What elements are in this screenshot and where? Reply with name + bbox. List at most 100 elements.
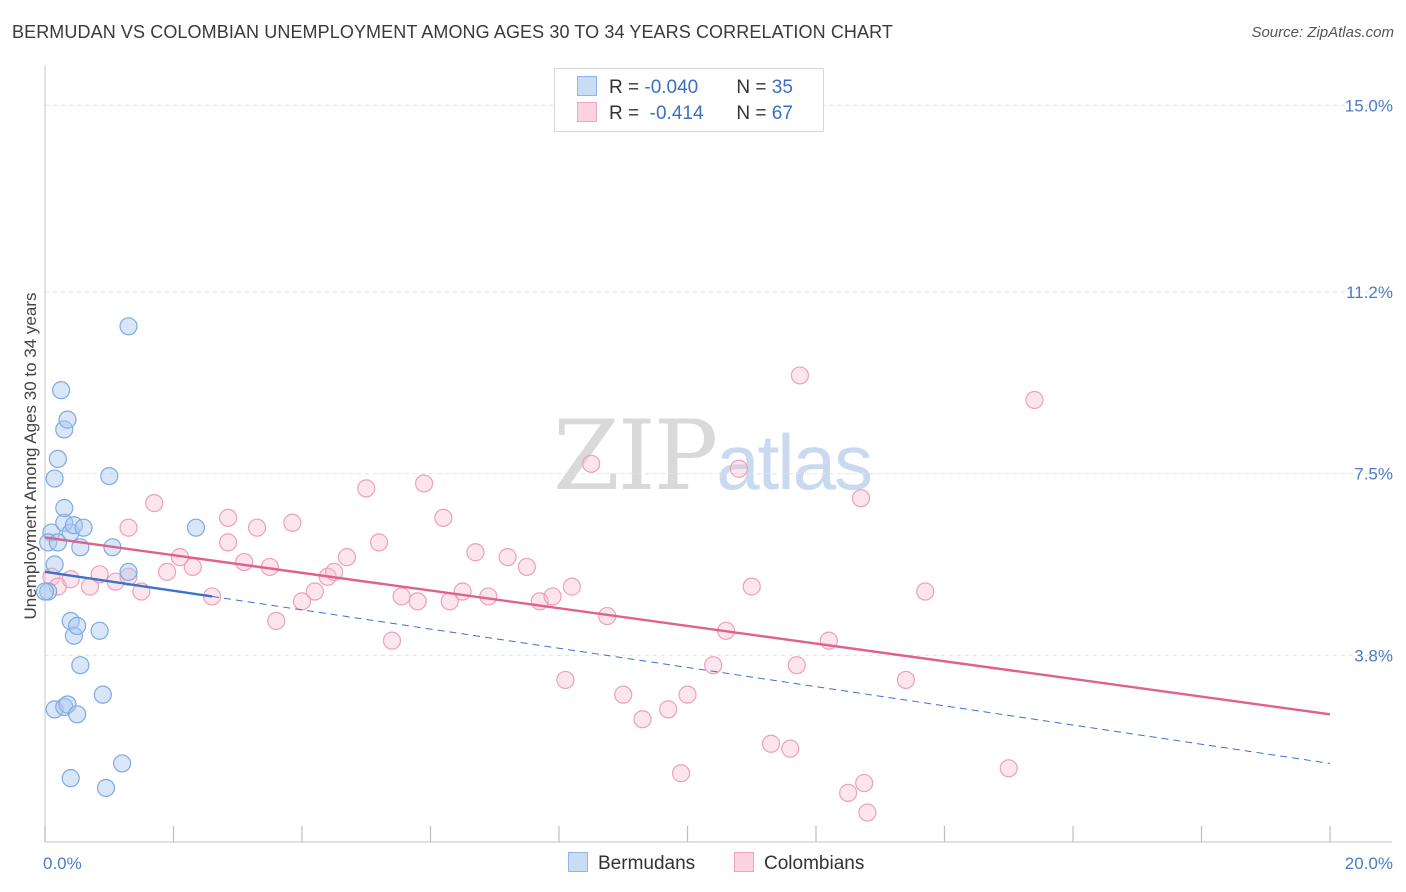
bermudan-point [61,769,80,788]
bermudan-trend-extension [211,595,1331,764]
watermark: ZIPatlas [553,400,873,512]
colombian-point [729,459,749,478]
colombian-point [633,710,652,729]
colombian-point [543,587,562,606]
colombian-point [453,582,472,601]
colombian-point [337,548,357,567]
bermudan-point [112,754,132,773]
colombian-point [614,685,633,704]
colombian-point [145,494,164,513]
bermudan-point [74,518,93,537]
bermudan-point [68,705,87,724]
chart-source: Source: ZipAtlas.com [1251,24,1394,41]
x-tick-label: 0.0% [43,854,82,873]
bermudan-point [186,518,206,537]
colombian-point [382,631,402,650]
colombian-point [267,611,286,631]
bottom-legend-label: Colombians [764,853,865,874]
colombian-point [781,739,800,758]
colombian-point [858,803,877,822]
bermudan-point [96,778,116,798]
colombian-point [761,734,781,753]
bottom-legend-bermudans: Bermudans [568,852,695,875]
bottom-legend-label: Bermudans [598,853,696,874]
bermudan-point [68,616,87,635]
colombian-point [119,518,138,537]
bermudan-trend-line [44,570,213,598]
colombian-point [916,582,935,601]
watermark-zip: ZIP [553,400,718,512]
legend-row-bermudans: R = -0.040 N = 35 [577,76,793,100]
bermudan-point [45,469,64,488]
colombian-point [247,518,267,537]
bottom-legend-swatch-blue [568,852,588,872]
colombian-point [671,764,691,783]
legend-r-label: R = [609,103,645,124]
colombian-point [562,577,581,596]
colombian-point [839,783,858,802]
colombian-point [370,533,389,552]
x-tick-label: 20.0% [1345,854,1393,873]
bottom-legend-colombians: Colombians [734,852,864,875]
colombian-point [704,656,723,675]
colombian-point [851,489,871,508]
colombian-point [517,557,536,577]
bottom-legend-swatch-pink [734,852,754,872]
correlation-legend: R = -0.040 N = 35 R = -0.414 N = 67 [554,68,824,132]
colombian-point [434,508,453,527]
trend-lines [44,536,1331,764]
bermudan-point [90,621,109,640]
data-points [35,317,1044,822]
bermudan-point [100,467,119,486]
tick-labels: 3.8% 7.5% 11.2% 15.0% 0.0% 20.0% Unemployment … [21,96,1393,873]
colombian-point [479,587,498,606]
colombian-point [742,577,761,596]
grid-lines [45,104,1392,656]
legend-n-label: N = [736,77,772,98]
colombian-trend-line [44,536,1331,716]
colombian-point [219,533,238,552]
y-tick-label: 7.5% [1354,465,1393,484]
bermudan-point [35,582,55,601]
bermudan-point [55,420,74,439]
bermudan-point [55,498,74,518]
legend-r-value: -0.040 [644,77,699,98]
legend-row-colombians: R = -0.414 N = 67 [577,102,793,126]
colombian-point [392,587,411,606]
bermudan-point [51,381,71,400]
y-axis-label: Unemployment Among Ages 30 to 34 years [21,293,40,620]
colombian-point [678,685,697,704]
colombian-point [1025,390,1044,410]
bermudan-point [119,562,138,581]
colombian-point [157,562,177,581]
colombian-point [787,656,806,675]
legend-n-label: N = [736,103,772,124]
colombian-point [305,582,324,601]
axes [44,66,1392,843]
bermudan-point [119,317,138,336]
bermudan-point [58,695,77,714]
colombian-point [855,773,874,793]
colombian-point [466,543,485,562]
legend-n-value: 67 [771,103,793,124]
y-tick-label: 3.8% [1354,646,1393,665]
colombian-point [556,670,575,690]
colombian-point [219,508,238,527]
colombian-point [999,759,1018,778]
colombian-point [498,548,517,567]
legend-n-value: 35 [771,77,793,98]
bermudan-point [45,555,64,574]
legend-swatch-pink [577,102,597,122]
watermark-atlas: atlas [716,418,873,506]
legend-swatch-blue [577,76,597,96]
legend-r-label: R = [609,77,645,98]
bermudan-point [58,410,77,429]
chart-title: BERMUDAN VS COLOMBIAN UNEMPLOYMENT AMONG… [12,22,894,42]
bermudan-point [71,656,90,675]
bermudan-point [93,685,112,704]
colombian-point [582,454,601,473]
colombian-point [408,592,427,611]
legend-r-value: -0.414 [644,103,704,124]
colombian-point [357,479,376,498]
